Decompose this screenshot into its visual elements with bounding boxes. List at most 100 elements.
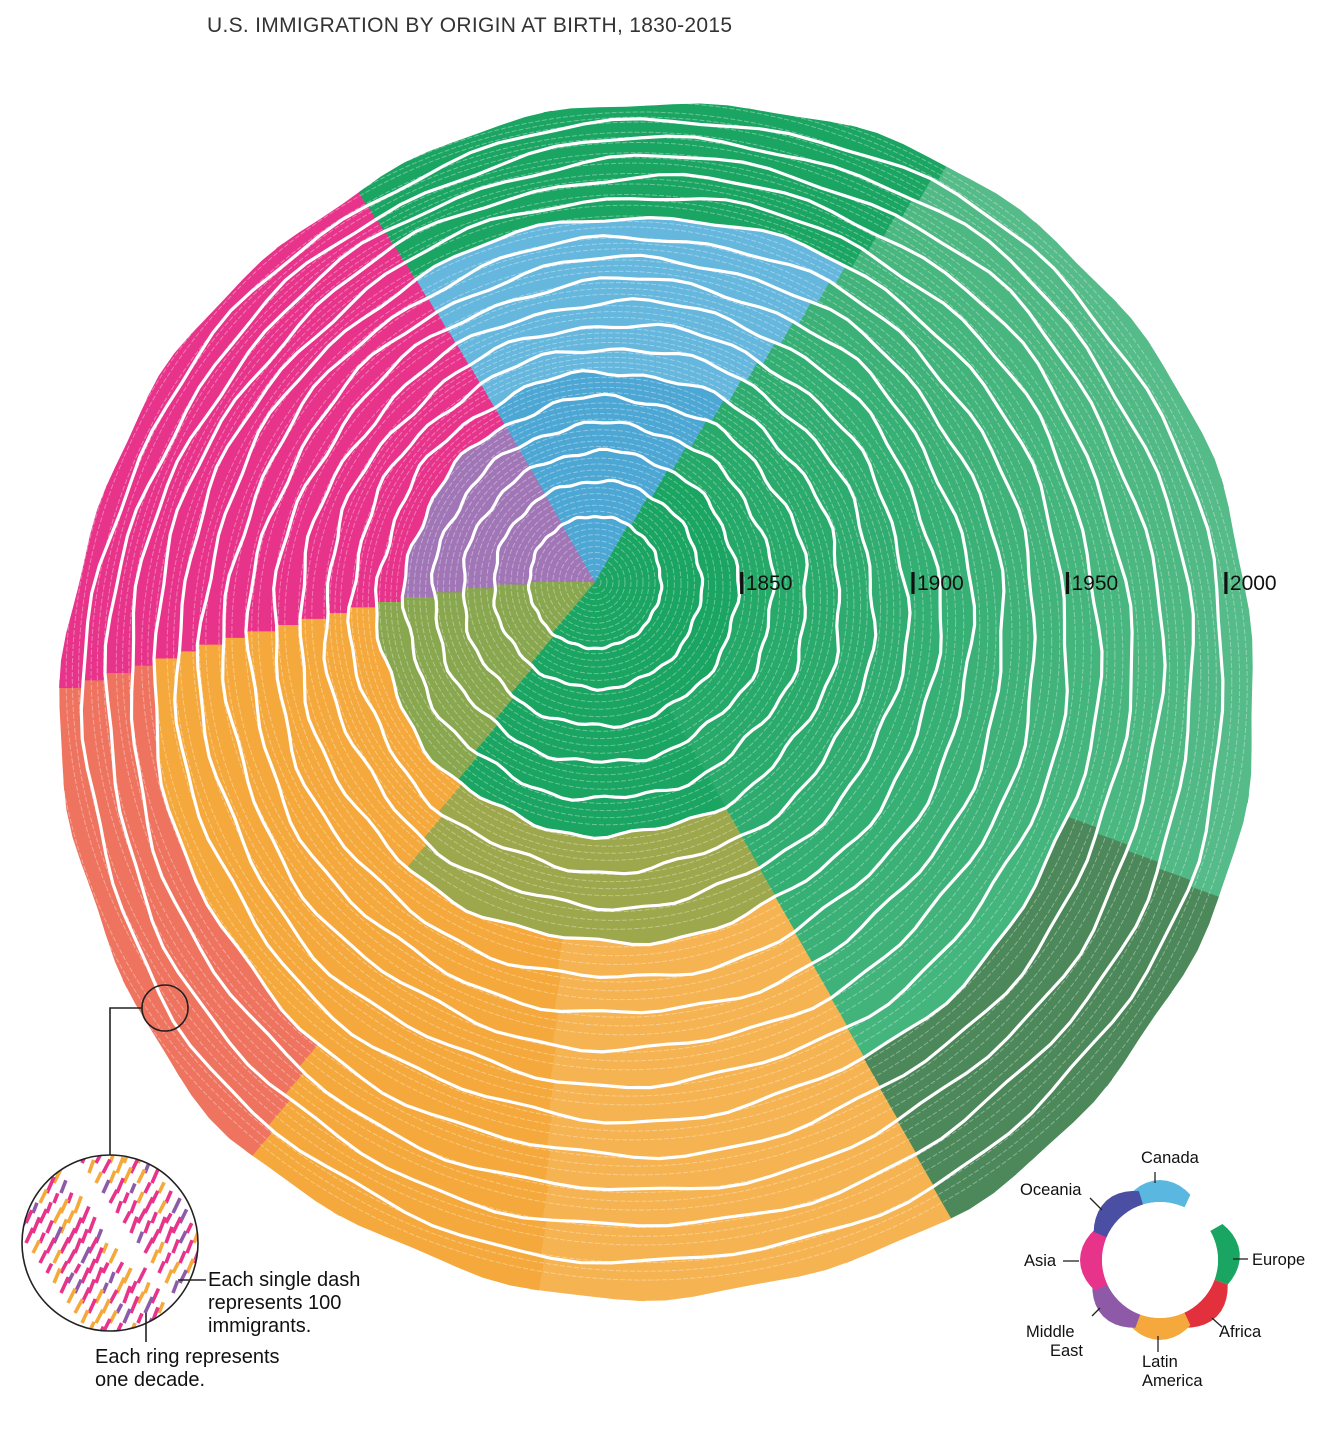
immigrant-dash: [87, 1258, 97, 1274]
ring-separator: [173, 196, 1104, 1125]
immigrant-dash: [178, 1269, 188, 1284]
year-label: 2000: [1230, 572, 1277, 595]
ring-separator: [272, 276, 977, 980]
immigrant-dash: [164, 1190, 173, 1204]
dash-texture: [297, 305, 932, 930]
ring-sector: [595, 570, 662, 583]
dash-texture: [576, 563, 614, 601]
immigrant-dash: [115, 1261, 125, 1274]
immigrant-dash: [101, 1242, 109, 1254]
immigrant-dash: [115, 1322, 124, 1331]
year-label: 1950: [1072, 572, 1119, 595]
immigrant-dash: [73, 1195, 83, 1214]
dash-texture: [419, 413, 787, 776]
immigrant-dash: [136, 1312, 144, 1324]
immigrant-dash: [12, 1173, 17, 1183]
immigrant-dash: [115, 1276, 126, 1294]
dash-texture: [546, 534, 644, 630]
immigrant-dash: [96, 1127, 104, 1143]
key-pointer: [1091, 1307, 1101, 1317]
immigrant-dash: [143, 1281, 151, 1294]
immigrant-dash: [117, 1142, 122, 1154]
dash-texture: [277, 287, 957, 957]
decade-ring: [528, 516, 662, 649]
immigrant-dash: [80, 1228, 89, 1244]
immigrant-dash: [136, 1191, 145, 1204]
key-pointer: [1211, 1317, 1223, 1328]
immigrant-dash: [38, 1188, 49, 1204]
immigrant-dash: [82, 1128, 88, 1143]
dash-texture: [362, 361, 855, 847]
dash-texture: [224, 242, 1021, 1027]
ring-sector: [528, 581, 595, 594]
ring-sector: [595, 582, 639, 640]
immigrant-dash: [33, 1137, 39, 1153]
key-label-europe: Europe: [1252, 1251, 1305, 1269]
key-swatch-oceania: [1093, 1191, 1143, 1238]
ring-note: Each ring represents one decade.: [95, 1346, 280, 1392]
year-tick: [740, 572, 744, 594]
dash-texture: [173, 199, 1084, 1097]
chart-title: U.S. IMMIGRATION BY ORIGIN AT BIRTH, 183…: [207, 14, 733, 37]
ring-separator: [346, 347, 878, 876]
dash-texture: [46, 96, 1241, 1272]
immigrant-dash: [45, 1201, 53, 1214]
ring-sector: [571, 582, 595, 648]
immigrant-dash: [87, 1278, 96, 1294]
dash-texture: [71, 116, 1209, 1237]
immigrant-dash: [24, 1185, 34, 1204]
ring-sector: [595, 539, 654, 582]
ring-note-line: one decade.: [95, 1369, 206, 1391]
immigrant-dash: [24, 1209, 34, 1224]
immigrant-dash: [22, 1181, 26, 1194]
ring-sector: [595, 519, 629, 582]
dash-texture: [510, 498, 682, 668]
ring-sector: [537, 539, 595, 582]
immigrant-dash: [0, 1169, 4, 1183]
ring-sector: [551, 582, 595, 639]
color-key: Canada Europe Africa Latin America Middle East…: [1020, 1149, 1305, 1390]
dash-texture: [540, 528, 650, 636]
dash-texture: [384, 381, 828, 819]
immigrant-dash: [129, 1199, 138, 1214]
year-tick: [1224, 572, 1228, 594]
dash-texture: [251, 265, 989, 992]
dash-texture: [442, 434, 760, 747]
immigrant-dash: [122, 1267, 133, 1284]
immigrant-dash: [157, 1241, 165, 1254]
dash-texture: [198, 220, 1053, 1062]
immigrant-dash: [131, 1143, 137, 1154]
immigrant-dash: [24, 1155, 33, 1164]
dash-texture: [356, 356, 862, 854]
immigrant-dash: [136, 1208, 148, 1224]
dash-texture: [486, 475, 709, 695]
immigrant-dash: [185, 1258, 195, 1274]
immigrant-dash: [94, 1325, 106, 1331]
ring-sector: [595, 582, 646, 635]
immigrant-dash: [192, 1287, 198, 1304]
dash-texture: [166, 194, 1092, 1106]
immigrant-dash: [59, 1260, 69, 1274]
dash-texture: [270, 282, 965, 965]
immigrant-dash: [12, 1152, 17, 1163]
ring-sector: [595, 559, 660, 582]
dash-texture: [65, 111, 1217, 1246]
immigrant-dash: [101, 1179, 111, 1194]
dash-texture: [516, 504, 675, 661]
immigrant-dash: [22, 1157, 28, 1174]
immigrant-dash: [66, 1249, 77, 1264]
immigrant-dash: [101, 1158, 112, 1174]
ring-separator: [322, 322, 912, 912]
dash-texture: [78, 121, 1202, 1228]
key-swatch-europe: [1210, 1224, 1240, 1285]
immigrant-dash: [129, 1182, 137, 1194]
key-swatch-canada: [1129, 1180, 1191, 1208]
ring-sector: [544, 582, 595, 634]
immigrant-dash: [164, 1212, 173, 1224]
immigrant-dash: [157, 1301, 165, 1314]
immigrant-dash: [136, 1231, 145, 1244]
immigrant-dash: [12, 1128, 18, 1143]
dash-texture: [498, 487, 695, 681]
immigrant-dash: [171, 1216, 183, 1234]
immigrant-dash: [94, 1288, 105, 1304]
